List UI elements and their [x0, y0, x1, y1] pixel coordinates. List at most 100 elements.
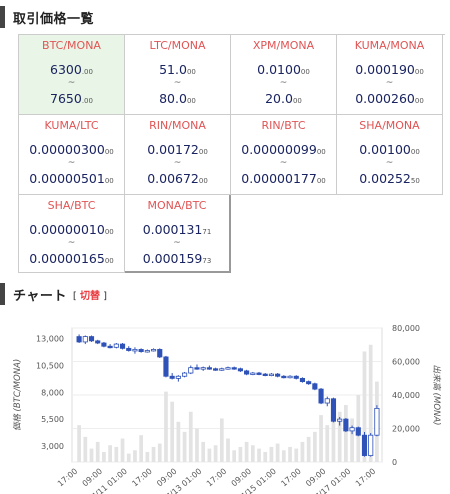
candle-body — [361, 434, 368, 456]
volume-bar — [114, 446, 119, 462]
candle-body — [188, 367, 194, 374]
pair-cell[interactable]: KUMA/MONA 0.00019000 ~0.00026000 — [337, 35, 443, 115]
pair-cell[interactable]: KUMA/LTC 0.0000030000 ~0.0000050100 — [19, 115, 125, 195]
x-tick-label: 17:00 — [279, 467, 302, 489]
volume-bar — [257, 448, 261, 462]
volume-bar — [120, 438, 125, 462]
chart-switch-link[interactable]: 切替 — [79, 290, 100, 302]
pair-name: XPM/MONA — [252, 39, 315, 52]
candlestick-chart: 13,000 10,500 8,000 5,500 3,000 80,000 60,000 4… — [12, 324, 442, 494]
volume-bar — [176, 421, 181, 462]
candle-body — [275, 373, 281, 377]
range-separator: ~ — [67, 238, 76, 248]
volume-bar — [108, 445, 112, 462]
range-separator: ~ — [385, 78, 394, 88]
price-list: BTC/MONA 6300.00 ~7650.00 LTC/MONA 51.000 ~80… — [18, 34, 445, 273]
volume-bar — [337, 411, 342, 462]
y2-tick-label: 80,000 — [392, 324, 420, 333]
pair-cell[interactable]: MONA/BTC 0.00013171 ~0.00015973 — [125, 195, 231, 273]
price-high: 0.0000016500 — [19, 250, 124, 266]
volume-bar — [195, 428, 199, 462]
pair-cell[interactable]: BTC/MONA 6300.00 ~7650.00 — [19, 35, 125, 115]
pair-cell[interactable]: RIN/BTC 0.0000009900 ~0.0000017700 — [231, 115, 337, 195]
volume-bar — [238, 446, 243, 462]
volume-bar — [201, 441, 206, 462]
price-high-main: 0.000159 — [142, 251, 203, 266]
volume-bar — [77, 425, 81, 462]
price-high-main: 80.0 — [159, 91, 187, 106]
candle-body — [181, 372, 188, 377]
price-low: 0.0000030000 — [19, 141, 124, 157]
pair-cell[interactable]: SHA/MONA 0.0010000 ~0.0025250 — [337, 115, 443, 195]
pair-name: SHA/BTC — [47, 199, 96, 212]
candle-body — [82, 336, 88, 343]
candle-body — [200, 367, 206, 370]
price-high: 0.0000017700 — [231, 170, 336, 186]
price-low-main: 0.00172 — [147, 142, 199, 157]
candle-body — [250, 372, 256, 375]
candle-body — [256, 372, 262, 375]
pair-cell[interactable]: LTC/MONA 51.000 ~80.000 — [125, 35, 231, 115]
volume-bar — [219, 418, 224, 462]
price-high-decimals: .00 — [81, 97, 93, 105]
price-high-decimals: 73 — [202, 257, 212, 265]
price-high: 0.00015973 — [125, 250, 229, 266]
volume-bar — [269, 446, 274, 462]
volume-bar — [319, 415, 323, 462]
volume-bar — [244, 441, 249, 462]
price-high-main: 7650 — [50, 91, 82, 106]
price-low-main: 0.00000099 — [241, 142, 317, 157]
price-high-decimals: 00 — [186, 97, 196, 105]
range-separator: ~ — [173, 158, 182, 168]
price-low: 0.0000009900 — [231, 141, 336, 157]
candle-body — [144, 350, 150, 353]
volume-bar — [368, 344, 373, 462]
volume-bar — [300, 441, 305, 462]
prices-section-header: 取引価格一覧 — [0, 6, 450, 28]
volume-bar — [145, 451, 150, 462]
candle-body — [219, 368, 225, 371]
candle-body — [281, 375, 287, 379]
price-high-decimals: 00 — [104, 177, 114, 185]
price-low: 6300.00 — [19, 61, 124, 77]
price-high-decimals: 00 — [316, 177, 326, 185]
y2-tick-label: 40,000 — [392, 391, 420, 400]
price-high-main: 0.00000501 — [29, 171, 105, 186]
x-tick-label: 17:00 — [56, 467, 79, 489]
volume-bar — [182, 431, 187, 462]
range-separator: ~ — [385, 158, 394, 168]
price-high-main: 0.00252 — [359, 171, 411, 186]
price-high: 0.0025250 — [337, 170, 442, 186]
volume-bar — [164, 391, 168, 462]
volume-bar — [151, 446, 156, 462]
candle-body — [169, 375, 175, 379]
candle-body — [337, 418, 343, 422]
price-high-decimals: 00 — [198, 177, 208, 185]
candle-body — [107, 345, 113, 349]
pair-cell[interactable]: SHA/BTC 0.00000010 00 ~0.0000016500 — [19, 195, 125, 273]
y2-tick-label: 60,000 — [392, 358, 420, 367]
price-high-decimals: 50 — [410, 177, 420, 185]
price-high-decimals: 00 — [104, 257, 114, 265]
pair-cell[interactable]: XPM/MONA 0.010000 ~20.000 — [231, 35, 337, 115]
candle-body — [95, 340, 101, 344]
volume-bar — [331, 401, 336, 462]
price-low-decimals: 71 — [202, 228, 212, 236]
switch-bracket-open: [ — [72, 290, 77, 302]
price-grid: BTC/MONA 6300.00 ~7650.00 LTC/MONA 51.000 ~80… — [18, 34, 445, 273]
price-low-decimals: 00 — [104, 148, 114, 156]
price-low-main: 0.00000010 — [29, 222, 105, 237]
candle-body — [368, 434, 374, 456]
pair-name: BTC/MONA — [42, 39, 101, 52]
candle-body — [225, 367, 231, 370]
price-low: 0.010000 — [231, 61, 336, 77]
candle-body — [213, 368, 219, 371]
y-tick-label: 8,000 — [41, 388, 64, 397]
y2-tick-label: 20,000 — [392, 425, 420, 434]
chart-section-title: チャート — [13, 288, 67, 304]
x-tick-label: 17:00 — [130, 467, 153, 489]
pair-cell[interactable]: RIN/MONA 0.0017200 ~0.0067200 — [125, 115, 231, 195]
volume-bar — [312, 431, 317, 462]
chart-switch: [ 切替 ] — [73, 287, 107, 302]
candle-body — [163, 356, 169, 377]
